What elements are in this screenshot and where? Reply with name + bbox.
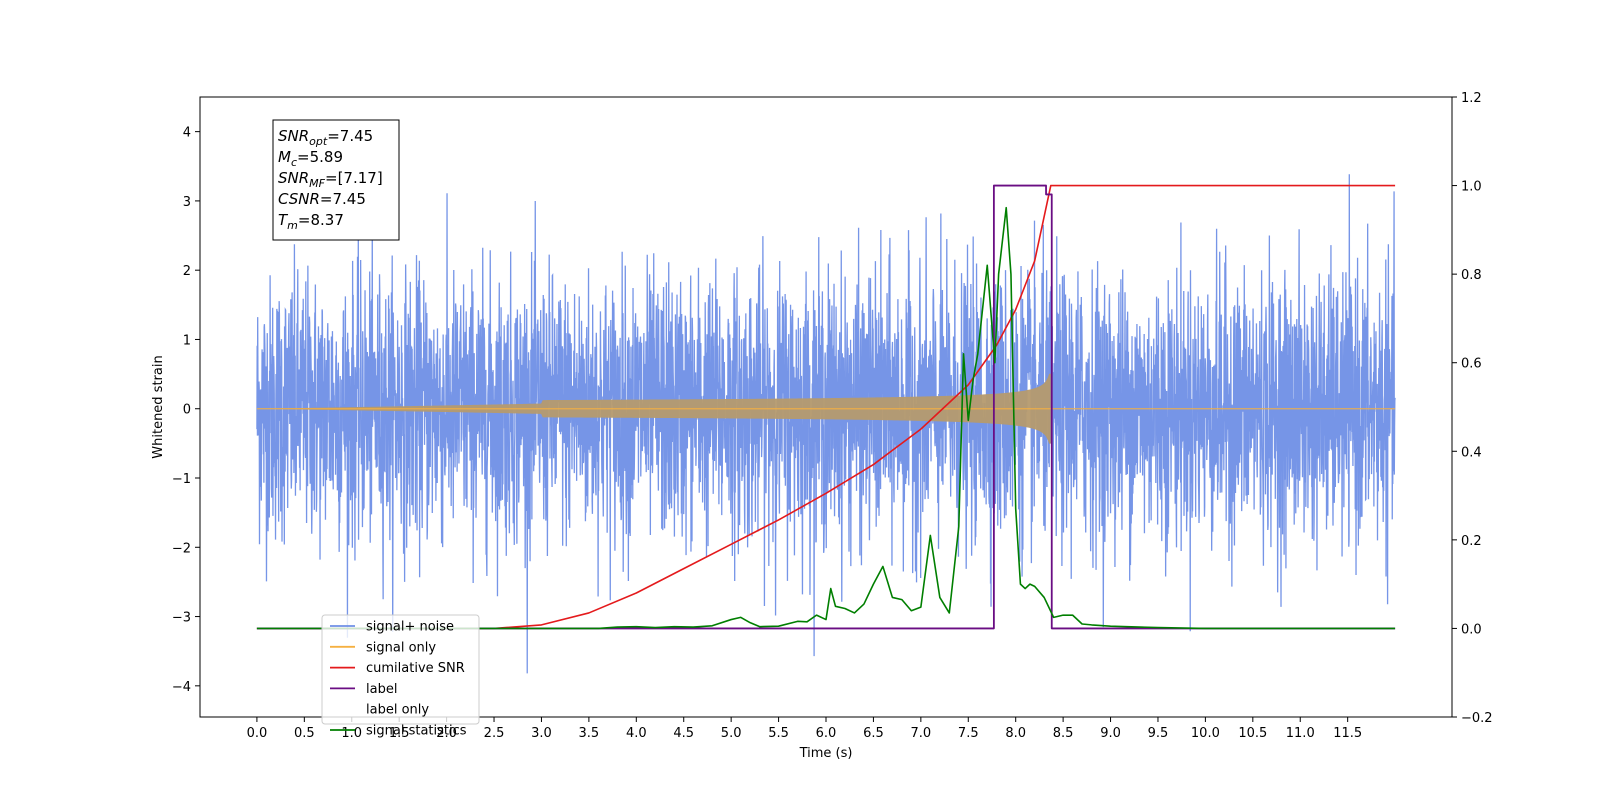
y2-tick-label: 0.2 (1461, 534, 1482, 549)
y-tick-label: 4 (183, 126, 191, 141)
x-tick-label: 8.5 (1053, 726, 1074, 741)
y-axis-left: 4 3 2 1 0 −1 −2 −3 −4 (172, 126, 200, 695)
x-tick-label: 4.0 (626, 726, 647, 741)
y-tick-label: 1 (183, 333, 191, 348)
annotation-line: SNRMF=[7.17] (278, 169, 383, 190)
y-axis-label: Whitened strain (151, 355, 166, 458)
x-tick-label: 1.5 (389, 726, 410, 741)
annotation-line: Tm=8.37 (278, 211, 344, 232)
x-tick-label: 7.0 (911, 726, 932, 741)
annotation-line: CSNR=7.45 (278, 190, 366, 208)
signal-only-series (256, 373, 1396, 444)
y-tick-label: −1 (172, 472, 191, 487)
legend-entry: signal statistics (366, 724, 467, 739)
x-tick-label: 3.0 (531, 726, 552, 741)
y-tick-label: −2 (172, 541, 191, 556)
y-tick-label: 2 (183, 264, 191, 279)
cumulative-snr-line (256, 184, 1396, 630)
x-tick-label: 11.0 (1286, 726, 1315, 741)
y2-tick-label: 0.8 (1461, 268, 1482, 283)
x-tick-label: 6.5 (863, 726, 884, 741)
x-tick-label: 9.5 (1148, 726, 1169, 741)
right-axis-series (256, 184, 1396, 630)
x-tick-label: 0.5 (294, 726, 315, 741)
annotation-line: SNRopt=7.45 (278, 127, 373, 148)
annotation-line: Mc=5.89 (278, 148, 343, 169)
legend-entry: cumilative SNR (366, 661, 465, 676)
x-tick-label: 10.0 (1191, 726, 1220, 741)
legend-entry: label only (366, 703, 429, 718)
x-tick-label: 6.0 (816, 726, 837, 741)
y2-tick-label: −0.2 (1461, 711, 1493, 726)
legend-entry: signal+ noise (366, 620, 454, 635)
legend-entry: signal only (366, 640, 436, 655)
label-line (256, 184, 1396, 630)
x-axis-label: Time (s) (799, 746, 853, 761)
y2-tick-label: 0.0 (1461, 622, 1482, 637)
x-tick-label: 3.5 (579, 726, 600, 741)
y2-tick-label: 1.0 (1461, 180, 1482, 195)
x-tick-label: 0.0 (247, 726, 268, 741)
annotation-frame (272, 119, 400, 241)
y-axis-right: 1.2 1.0 0.8 0.6 0.4 0.2 0.0 −0.2 (1452, 91, 1493, 726)
signal-statistics-line (256, 206, 1396, 630)
legend: signal+ noise signal only cumilative SNR la… (321, 614, 480, 739)
x-tick-label: 9.0 (1100, 726, 1121, 741)
x-tick-label: 10.5 (1238, 726, 1267, 741)
x-tick-label: 4.5 (673, 726, 694, 741)
x-tick-label: 2.5 (484, 726, 505, 741)
x-tick-label: 11.5 (1333, 726, 1362, 741)
y2-tick-label: 1.2 (1461, 91, 1482, 106)
y-tick-label: −3 (172, 611, 191, 626)
x-tick-label: 5.5 (768, 726, 789, 741)
y-tick-label: 3 (183, 195, 191, 210)
legend-frame (321, 614, 480, 725)
y-tick-label: 0 (183, 403, 191, 418)
y2-tick-label: 0.4 (1461, 445, 1482, 460)
y2-tick-label: 0.6 (1461, 357, 1482, 372)
y-tick-label: −4 (172, 680, 191, 695)
x-axis: 0.0 0.5 1.0 1.5 2.0 2.5 3.0 3.5 4.0 4.5 5.0 5.5 6.0 6… (247, 717, 1362, 741)
x-tick-label: 5.0 (721, 726, 742, 741)
legend-entry: label (366, 682, 397, 697)
x-tick-label: 2.0 (436, 726, 457, 741)
x-tick-label: 1.0 (341, 726, 362, 741)
x-tick-label: 7.5 (958, 726, 979, 741)
x-tick-label: 8.0 (1005, 726, 1026, 741)
